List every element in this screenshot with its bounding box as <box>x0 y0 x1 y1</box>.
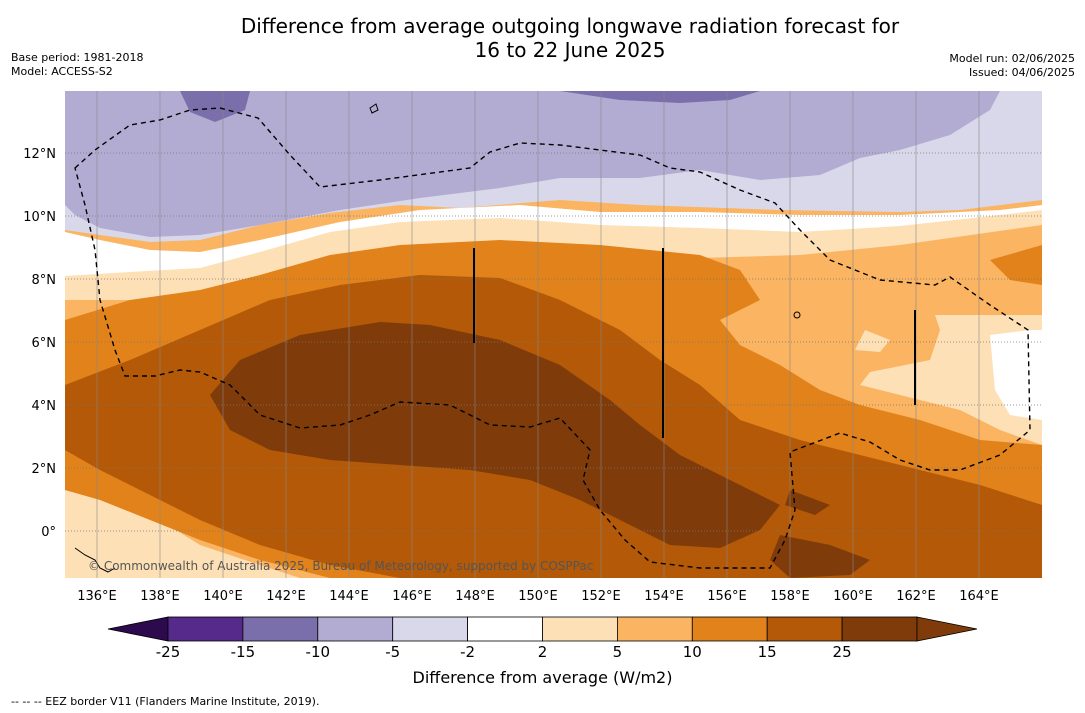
lon-label: 142°E <box>266 589 306 604</box>
meta-left: Base period: 1981-2018 Model: ACCESS-S2 <box>11 51 143 79</box>
base-period: Base period: 1981-2018 <box>11 51 144 64</box>
band-plus-25-south <box>770 535 870 578</box>
lat-label: 2°N <box>32 462 57 477</box>
lat-label: 10°N <box>23 210 56 225</box>
colorbar-tick-label: 5 <box>612 643 623 661</box>
colorbar-tick-label: 15 <box>757 643 777 661</box>
band-plus-25-patch <box>785 490 830 515</box>
band-plus-10-northeast <box>990 245 1042 285</box>
band-minus-15-east <box>560 91 760 103</box>
colorbar-tick-label: -10 <box>305 643 331 661</box>
colorbar <box>107 616 978 642</box>
lon-label: 162°E <box>896 589 936 604</box>
colorbar-swatch <box>167 616 244 642</box>
colorbar-swatch <box>542 616 618 642</box>
lat-label: 4°N <box>32 399 57 414</box>
band-plus-2-southwest <box>65 470 300 578</box>
lat-gridlines <box>65 152 1042 532</box>
colorbar-tick-label: -15 <box>230 643 256 661</box>
colorbar-swatch <box>392 616 469 642</box>
lat-label: 6°N <box>32 336 57 351</box>
colorbar-tick-label: 25 <box>832 643 852 661</box>
eez-border <box>74 107 1031 569</box>
colorbar-over-arrow <box>916 616 978 642</box>
band-plus-2-patch <box>855 330 890 352</box>
colorbar-swatch <box>841 616 918 642</box>
lon-label: 152°E <box>581 589 621 604</box>
colorbar-tick-label: -25 <box>155 643 181 661</box>
lon-label: 148°E <box>455 589 495 604</box>
anomaly-field <box>65 91 1042 578</box>
colorbar-tick-label: -5 <box>385 643 401 661</box>
issued-date: Issued: 04/06/2025 <box>968 66 1075 79</box>
colorbar-swatch <box>242 616 319 642</box>
colorbar-tick-label: 10 <box>682 643 702 661</box>
band-neutral <box>65 205 1042 280</box>
lat-axis: 12°N 10°N 8°N 6°N 4°N 2°N 0° <box>23 147 56 540</box>
model-run: Model run: 02/06/2025 <box>949 52 1075 65</box>
band-plus-2 <box>65 210 1042 300</box>
lat-label: 8°N <box>32 273 57 288</box>
lon-label: 156°E <box>707 589 747 604</box>
lat-label: 0° <box>41 525 56 540</box>
colorbar-title: Difference from average (W/m2) <box>412 668 673 687</box>
lon-label: 164°E <box>959 589 999 604</box>
colorbar-swatch <box>766 616 843 642</box>
lon-label: 136°E <box>77 589 117 604</box>
lon-label: 154°E <box>644 589 684 604</box>
colorbar-swatch <box>317 616 394 642</box>
colorbar-swatch <box>691 616 768 642</box>
lon-label: 138°E <box>140 589 180 604</box>
lon-label: 146°E <box>392 589 432 604</box>
vertical-markers <box>473 248 916 438</box>
colorbar-tick-label: 2 <box>537 643 548 661</box>
model-name: Model: ACCESS-S2 <box>11 65 113 78</box>
lon-label: 140°E <box>203 589 243 604</box>
meta-right: Model run: 02/06/2025 Issued: 04/06/2025 <box>949 52 1075 80</box>
colorbar-under-arrow <box>107 616 169 642</box>
colorbar-swatch <box>617 616 693 642</box>
colorbar-swatch <box>467 616 543 642</box>
copyright-text: © Commonwealth of Australia 2025, Bureau… <box>88 559 593 573</box>
eez-legend-footer: -- -- -- EEZ border V11 (Flanders Marine… <box>11 695 320 708</box>
lat-label: 12°N <box>23 147 56 162</box>
lon-label: 150°E <box>518 589 558 604</box>
title-line-2: 16 to 22 June 2025 <box>474 38 666 62</box>
islands <box>74 103 801 573</box>
chart-title: Difference from average outgoing longwav… <box>180 14 960 62</box>
lon-label: 144°E <box>329 589 369 604</box>
lon-label: 158°E <box>770 589 810 604</box>
title-line-1: Difference from average outgoing longwav… <box>240 14 900 38</box>
band-minus-10 <box>65 91 1000 237</box>
lon-label: 160°E <box>833 589 873 604</box>
band-plus-25 <box>210 322 780 548</box>
colorbar-tick-label: -2 <box>460 643 476 661</box>
lon-axis: 136°E 138°E 140°E 142°E 144°E 146°E 148°… <box>77 589 999 604</box>
band-minus-15-west <box>180 91 250 122</box>
